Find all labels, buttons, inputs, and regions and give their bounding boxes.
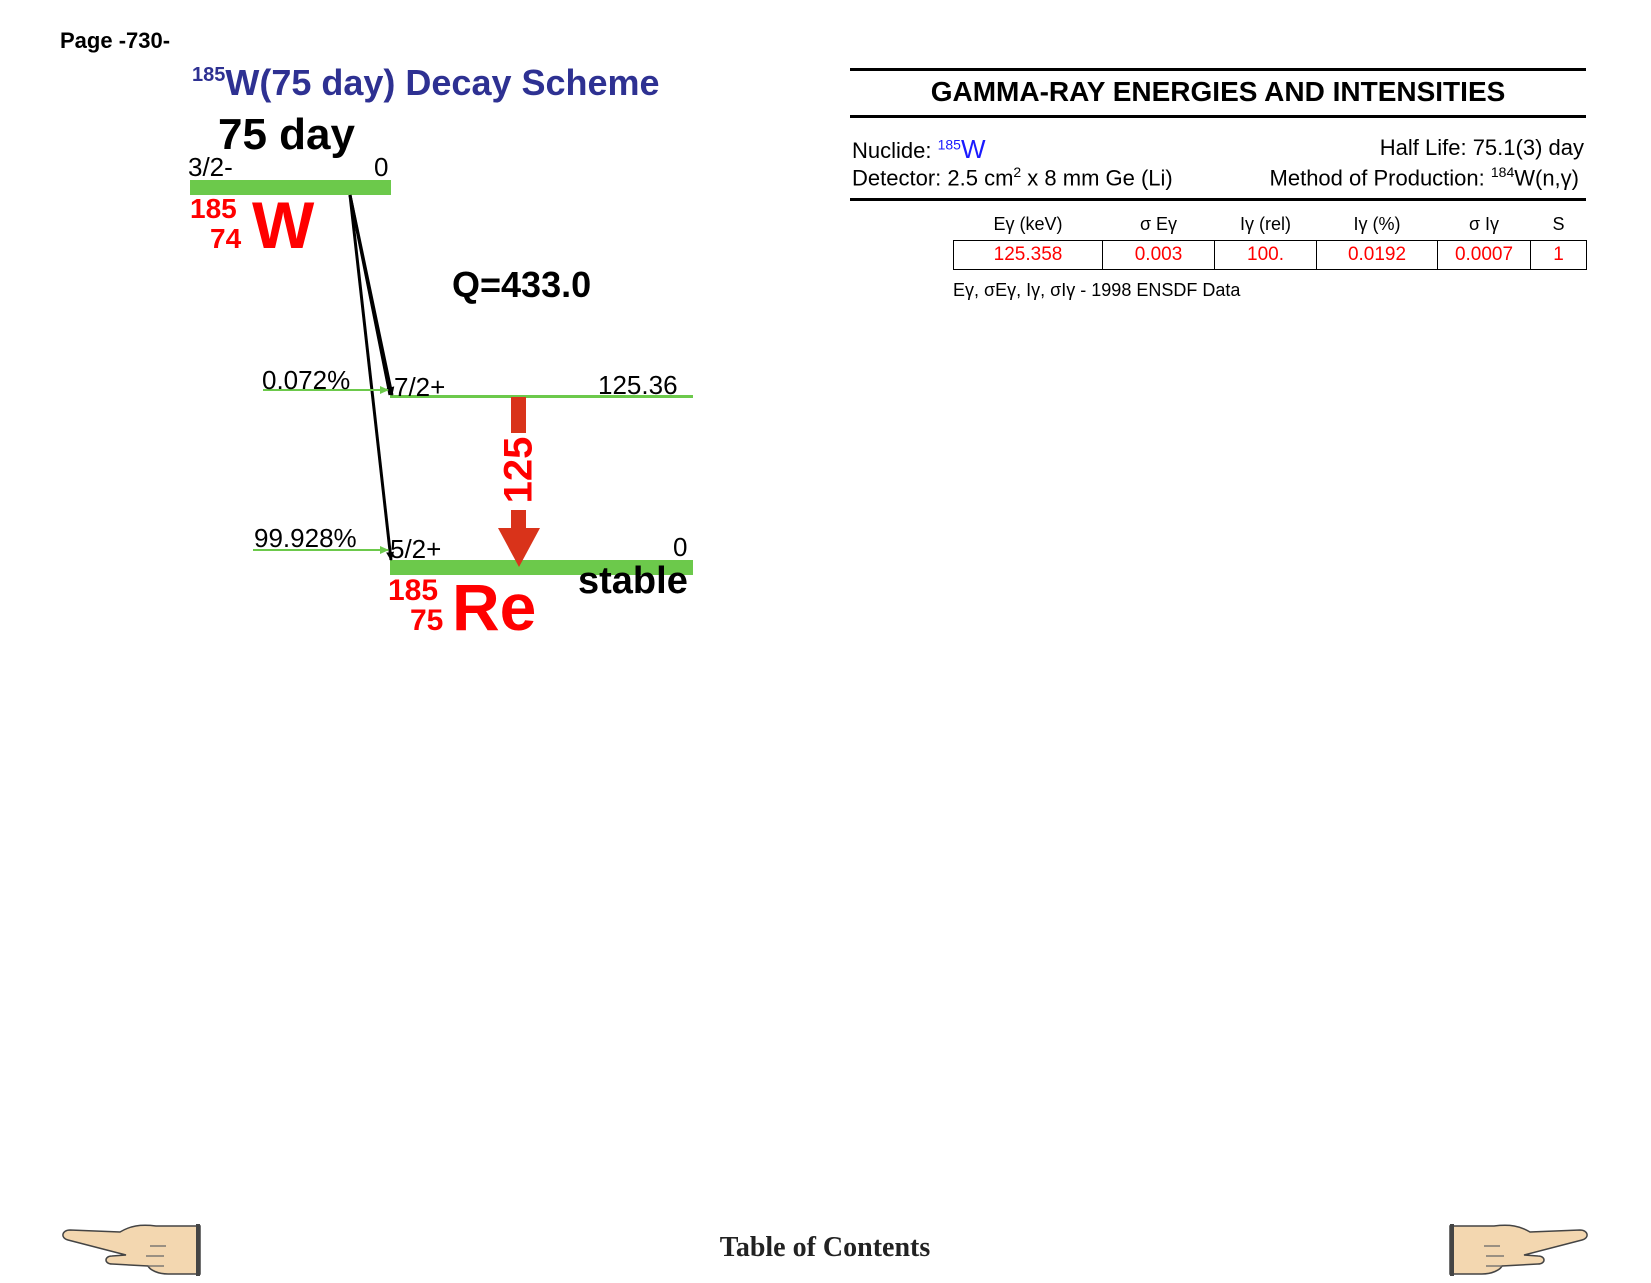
production-field: Method of Production: 184W(n,γ) (1270, 164, 1579, 191)
daughter-mass-number: 185 (388, 574, 439, 607)
col-header: σ Eγ (1139, 213, 1178, 234)
parent-half-life: 75 day (218, 110, 355, 159)
daughter-status: stable (578, 560, 688, 602)
branch-125: 0.072% (262, 365, 351, 395)
q-value: Q=433.0 (452, 264, 592, 305)
table-footnote: Eγ, σEγ, Iγ, σIγ - 1998 ENSDF Data (953, 280, 1240, 301)
production-suffix: W(n,γ) (1514, 165, 1579, 191)
table-cell: 0.003 (1102, 240, 1215, 270)
production-sup: 184 (1490, 164, 1515, 180)
parent-spin: 3/2- (188, 152, 233, 182)
detector-prefix: Detector: 2.5 cm (852, 165, 1014, 191)
panel-title-rule (850, 115, 1586, 118)
table-of-contents-link[interactable]: Table of Contents (719, 1232, 931, 1263)
parent-level-bar (190, 180, 391, 195)
title-text: W(75 day) Decay Scheme (225, 62, 660, 103)
parent-atomic-number: 74 (210, 223, 242, 254)
footnote-source: 1998 ENSDF Data (1091, 280, 1241, 300)
gamma-shaft-top (511, 397, 526, 433)
panel-info-rule (850, 198, 1586, 201)
table-cell: 100. (1214, 240, 1317, 270)
beta-branch-to-ground-a (348, 194, 392, 396)
col-header: S (1552, 213, 1565, 234)
parent-energy: 0 (374, 152, 389, 182)
hand-pointing-right-icon (1449, 1224, 1588, 1276)
gamma-shaft-bottom (511, 510, 526, 530)
nuclide-field: Nuclide: 185W (852, 134, 986, 165)
daughter-element-symbol: Re (452, 570, 537, 644)
branch-ground: 99.928% (254, 523, 357, 553)
decay-scheme-title: 185W(75 day) Decay Scheme (192, 62, 660, 104)
level-energy-ground: 0 (673, 532, 688, 562)
prev-page-button[interactable] (60, 1218, 202, 1283)
next-page-button[interactable] (1448, 1218, 1590, 1283)
table-cell: 1 (1530, 240, 1587, 270)
detector-sup: 2 (1013, 164, 1022, 180)
detector-suffix: x 8 mm Ge (Li) (1021, 165, 1173, 191)
parent-element-symbol: W (252, 188, 315, 262)
panel-top-rule (850, 68, 1586, 71)
level-bar-125 (390, 395, 693, 398)
half-life-field: Half Life: 75.1(3) day (1379, 135, 1584, 160)
nuclide-label: Nuclide: (852, 138, 938, 163)
col-header: Eγ (keV) (993, 213, 1063, 234)
hand-pointing-left-icon (62, 1224, 201, 1276)
ground-level-bar (390, 560, 693, 575)
title-mass-number: 185 (192, 64, 226, 86)
col-header: Iγ (rel) (1240, 213, 1291, 234)
parent-mass-number: 185 (190, 193, 237, 224)
level-spin-125: 7/2+ (394, 372, 446, 402)
table-cell: 0.0007 (1437, 240, 1531, 270)
beta-branch-to-ground (348, 194, 395, 561)
level-spin-ground: 5/2+ (390, 534, 442, 564)
table-cell: 0.0192 (1316, 240, 1438, 270)
daughter-atomic-number: 75 (410, 604, 444, 637)
nuclide-mass: 185 (937, 136, 961, 153)
panel-title: GAMMA-RAY ENERGIES AND INTENSITIES (930, 76, 1506, 107)
page-number: Page -730- (60, 28, 171, 53)
detector-field: Detector: 2.5 cm2 x 8 mm Ge (Li) (852, 164, 1173, 191)
footnote-dash: - (1080, 280, 1087, 300)
table-cell: 125.358 (953, 240, 1103, 270)
gamma-table: Eγ (keV) σ Eγ Iγ (rel) Iγ (%) σ Iγ S 125… (953, 208, 1587, 270)
col-header: σ Iγ (1468, 213, 1500, 234)
footnote-symbols: Eγ, σEγ, Iγ, σIγ (953, 280, 1076, 300)
gamma-table-header: Eγ (keV) σ Eγ Iγ (rel) Iγ (%) σ Iγ S (954, 208, 1587, 241)
table-row: 125.358 0.003 100. 0.0192 0.0007 1 (953, 240, 1587, 270)
gamma-arrowhead (498, 528, 540, 567)
gamma-energy-label: 125 (496, 436, 541, 504)
col-header: Iγ (%) (1353, 213, 1401, 234)
level-energy-125: 125.36 (598, 370, 678, 400)
nuclide-symbol: W (960, 134, 986, 164)
production-prefix: Method of Production: (1269, 165, 1491, 191)
